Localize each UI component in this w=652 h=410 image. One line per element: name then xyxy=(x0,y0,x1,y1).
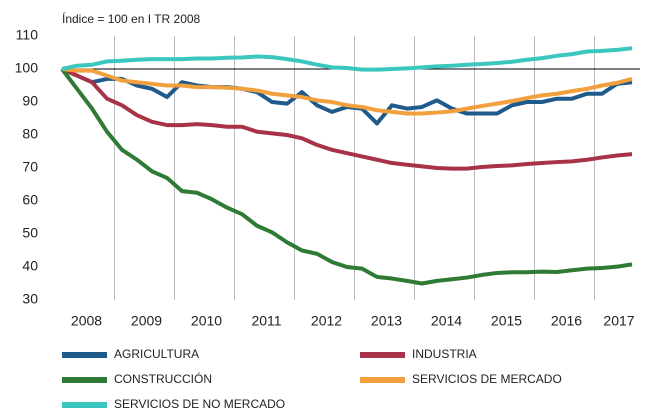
x-tick-label: 2008 xyxy=(71,313,102,329)
y-tick-label: 40 xyxy=(22,258,38,274)
legend-label: AGRICULTURA xyxy=(114,347,199,361)
y-tick-label: 110 xyxy=(16,27,39,43)
series-line xyxy=(61,46,633,72)
y-tick-label: 70 xyxy=(22,159,38,175)
y-tick-label: 90 xyxy=(22,93,38,109)
x-tick-label: 2015 xyxy=(491,313,522,329)
x-tick-label: 2014 xyxy=(431,313,462,329)
series-line xyxy=(60,67,633,286)
x-tick-label: 2012 xyxy=(311,313,342,329)
y-tick-label: 50 xyxy=(22,225,38,241)
x-tick-label: 2010 xyxy=(191,313,222,329)
legend-label: CONSTRUCCIÓN xyxy=(114,371,212,386)
x-tick-label: 2016 xyxy=(551,313,582,329)
legend-label: INDUSTRIA xyxy=(412,347,477,361)
legend-label: SERVICIOS DE MERCADO xyxy=(412,372,562,386)
y-tick-label: 60 xyxy=(22,192,38,208)
x-tick-label: 2011 xyxy=(251,313,281,329)
legend-label: SERVICIOS DE NO MERCADO xyxy=(114,397,285,410)
y-tick-label: 30 xyxy=(22,291,38,307)
x-tick-label: 2009 xyxy=(131,313,162,329)
y-tick-label: 100 xyxy=(15,60,39,76)
series-line xyxy=(61,67,633,116)
series-line xyxy=(61,67,633,171)
y-tick-label: 80 xyxy=(22,126,38,142)
x-tick-label: 2017 xyxy=(603,313,634,329)
x-tick-label: 2013 xyxy=(371,313,402,329)
chart-subtitle: Índice = 100 en I TR 2008 xyxy=(62,11,201,26)
